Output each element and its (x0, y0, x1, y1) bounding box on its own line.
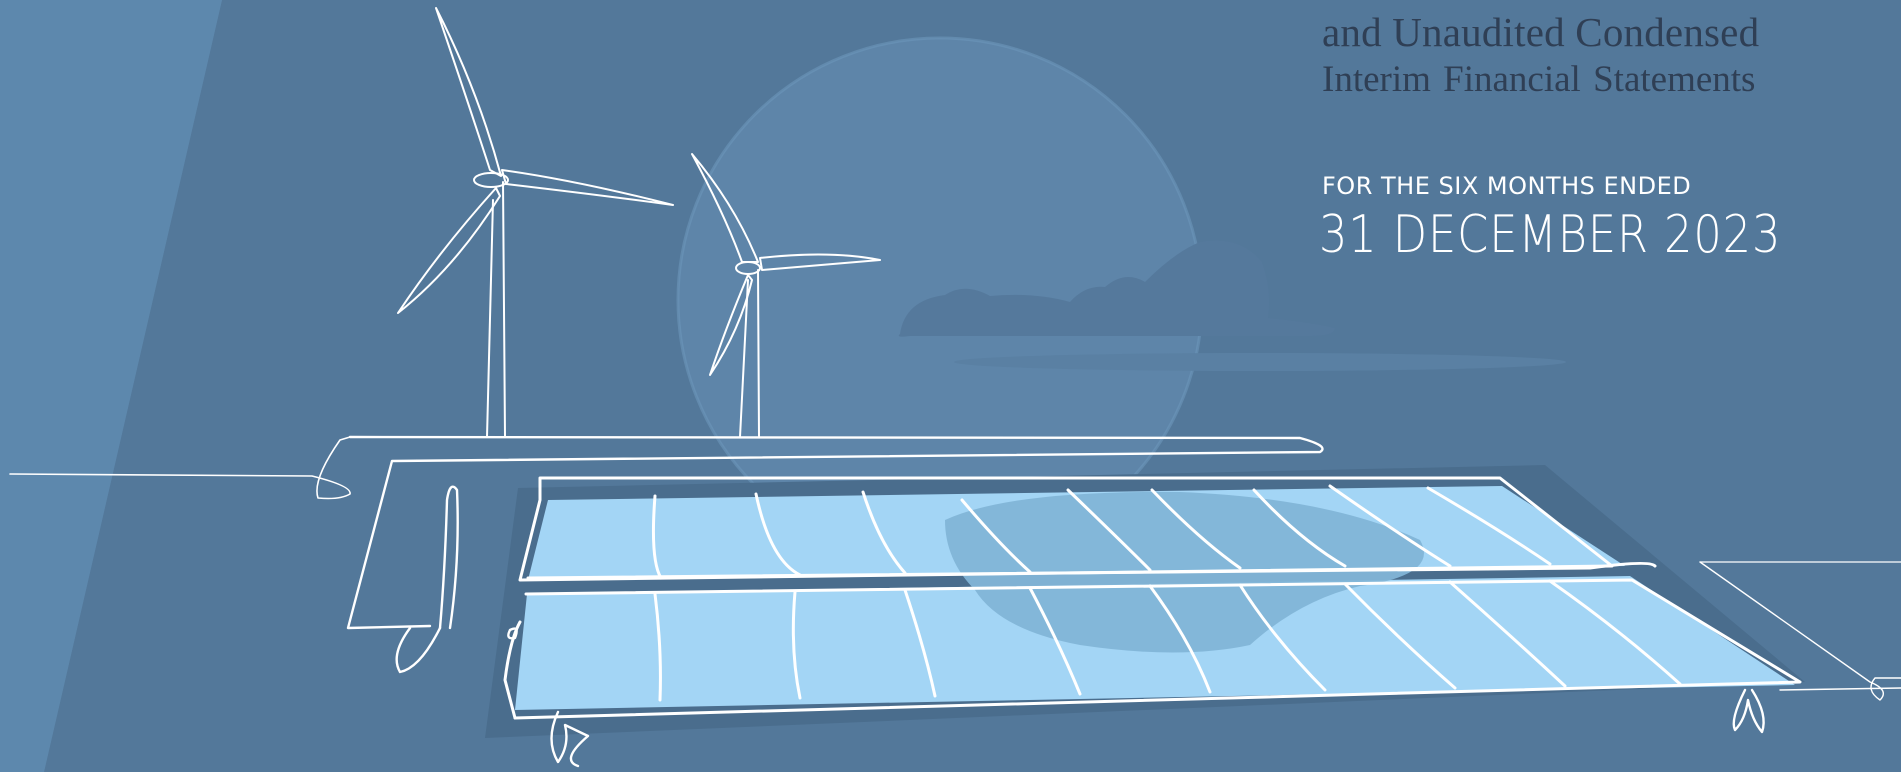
period-date: 31 DECEMBER 2023 (1319, 205, 1782, 265)
report-title: and Unaudited Condensed Interim Financia… (1322, 8, 1759, 104)
cloud-streak (954, 353, 1566, 371)
left-light-wedge (0, 0, 222, 772)
cloud-shape (898, 240, 1335, 337)
report-title-line2: Interim Financial Statements (1322, 59, 1756, 100)
report-title-line1: and Unaudited Condensed (1322, 9, 1760, 55)
period-label: FOR THE SIX MONTHS ENDED (1322, 172, 1692, 200)
line-art (9, 7, 1901, 768)
